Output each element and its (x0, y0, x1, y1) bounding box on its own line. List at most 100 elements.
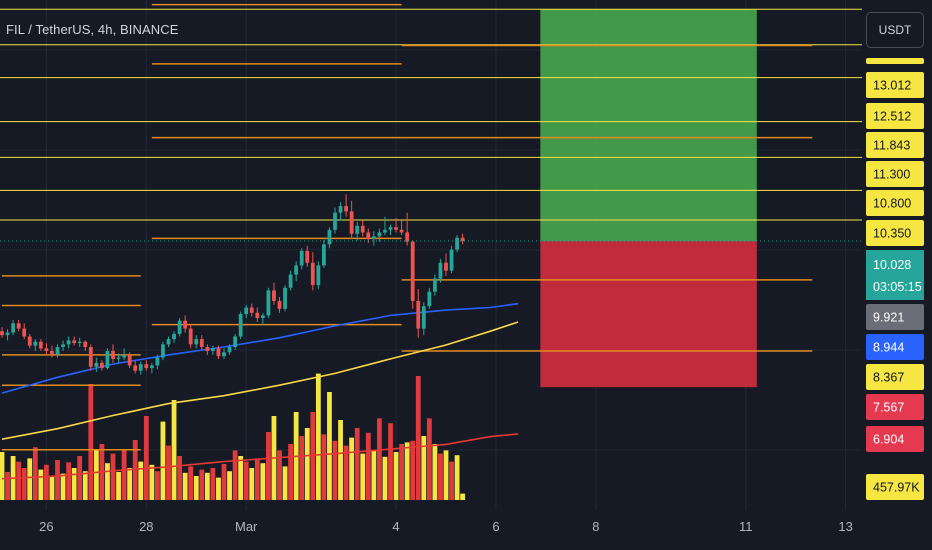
volume-bar (432, 444, 438, 500)
candle-body (260, 315, 265, 319)
candle-body (233, 336, 237, 348)
candle (83, 340, 88, 351)
candle (77, 337, 82, 348)
candle (433, 274, 437, 296)
candle (310, 252, 315, 291)
candle (449, 245, 454, 274)
volume-bar (321, 434, 327, 500)
candle-body (421, 306, 426, 329)
candle (349, 200, 354, 240)
volume-bar (38, 469, 44, 500)
candle (55, 344, 60, 358)
indicator-price-label: 8.367 (866, 364, 924, 390)
candle (194, 335, 199, 349)
candle (444, 253, 448, 276)
candle-body (366, 232, 371, 240)
candle-body (383, 229, 387, 233)
time-axis: 26 28 Mar 4 6 8 11 13 (39, 519, 853, 534)
candle (227, 344, 232, 355)
candle-body (438, 262, 443, 279)
candle-body (449, 249, 454, 271)
candle (344, 194, 348, 217)
price-label-bg (866, 426, 924, 452)
candle-body (283, 287, 287, 309)
volume-bar (0, 452, 5, 500)
candle (416, 289, 421, 338)
candle-body (277, 300, 282, 309)
candle (277, 296, 282, 313)
volume-bar (343, 445, 349, 500)
volume-bar (454, 455, 460, 500)
candle (27, 333, 32, 349)
volume-bar (204, 472, 210, 500)
candle (66, 336, 71, 349)
price-label-bg (866, 364, 924, 390)
candle (94, 357, 99, 373)
volume-bar (260, 463, 266, 500)
symbol-title: FIL / TetherUS, 4h, BINANCE (6, 22, 179, 37)
volume-bar (371, 450, 377, 500)
candle-body (238, 314, 243, 337)
volume-bar (438, 453, 443, 500)
candle (455, 235, 459, 253)
candle-body (377, 232, 382, 237)
volume-bar (55, 460, 60, 500)
target-zone (540, 9, 757, 242)
volume-bar (182, 472, 188, 500)
candle-body (249, 307, 254, 313)
candle-body (288, 274, 293, 288)
candle-body (111, 350, 115, 359)
time-axis-label: 4 (392, 519, 399, 534)
candle-body (222, 352, 226, 357)
candle-body (183, 320, 188, 329)
price-level-label: 10.350 (866, 220, 924, 246)
candle (333, 207, 337, 234)
time-axis-label: Mar (235, 519, 258, 534)
volume-bar (410, 440, 416, 500)
candle-body (149, 365, 154, 369)
candle (460, 233, 465, 245)
candle (316, 261, 321, 290)
moving-average-line (1, 433, 519, 480)
price-label-text: 10.350 (873, 227, 911, 241)
candle (177, 318, 182, 337)
candle-body (177, 320, 182, 334)
candle (222, 348, 226, 359)
volume-bar (388, 423, 393, 500)
candle (238, 311, 243, 340)
candle-body (410, 241, 415, 301)
volume-bar (393, 452, 399, 500)
price-label-bg (866, 72, 924, 98)
price-level-label: 12.512 (866, 103, 924, 129)
volume-bar (460, 493, 466, 500)
candle-body (322, 244, 326, 266)
candle-body (155, 357, 160, 366)
volume-bar (227, 471, 232, 500)
candle (22, 323, 27, 340)
volume-bar (71, 468, 77, 500)
candle-body (299, 250, 304, 266)
volume-bar (16, 461, 22, 500)
candle-body (88, 347, 93, 367)
candle-body (33, 341, 38, 346)
candle-body (77, 341, 82, 344)
volume-bar (5, 472, 10, 500)
volume-bar (27, 458, 33, 500)
candle-body (188, 328, 193, 345)
candle-body (0, 331, 4, 336)
volume-bar (216, 477, 221, 500)
candle (249, 303, 254, 317)
candle-body (100, 362, 104, 369)
candle-body (138, 364, 143, 371)
price-label-text: 6.904 (873, 433, 904, 447)
currency-button[interactable]: USDT (866, 12, 924, 48)
volume-bar (155, 471, 160, 500)
candle (377, 228, 382, 242)
candle (0, 327, 4, 338)
volume-bar (66, 462, 71, 500)
volume-bar (138, 461, 144, 500)
candle (44, 343, 49, 355)
candle-body (349, 211, 354, 234)
